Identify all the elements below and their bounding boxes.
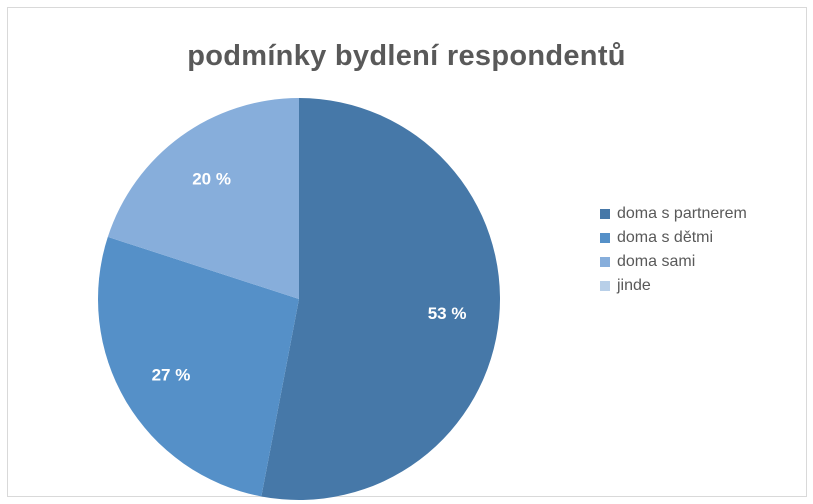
pie-slice-1 [261, 98, 501, 500]
legend-item-4: jinde [600, 274, 805, 298]
pie-data-label-3: 20 % [192, 170, 231, 189]
pie-data-labels: 53 % 27 % 20 % [152, 170, 467, 385]
chart-legend: doma s partnerem doma s dětmi doma sami jin… [600, 202, 805, 298]
legend-label: doma sami [617, 253, 696, 270]
pie-data-label-1: 53 % [428, 304, 467, 323]
legend-item-2: doma s dětmi [600, 226, 805, 250]
legend-item-1: doma s partnerem [600, 202, 805, 226]
chart-title: podmínky bydlení respondentů [187, 40, 626, 72]
pie-slice-3 [107, 98, 299, 299]
legend-item-3: doma sami [600, 250, 805, 274]
legend-label: jinde [617, 277, 651, 294]
pie-data-label-2: 27 % [152, 366, 191, 385]
legend-swatch-icon [600, 281, 610, 291]
legend-swatch-icon [600, 257, 610, 267]
legend-swatch-icon [600, 209, 610, 219]
legend-label: doma s partnerem [617, 205, 747, 222]
legend-label: doma s dětmi [617, 229, 714, 246]
pie-slice-2 [98, 236, 300, 497]
pie-slices [98, 98, 501, 500]
legend-swatch-icon [600, 233, 610, 243]
